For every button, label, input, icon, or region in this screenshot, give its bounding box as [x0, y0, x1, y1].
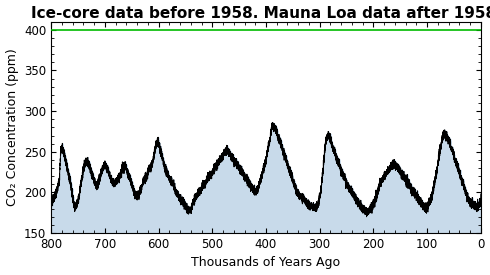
X-axis label: Thousands of Years Ago: Thousands of Years Ago	[192, 257, 341, 269]
Y-axis label: CO₂ Concentration (ppm): CO₂ Concentration (ppm)	[5, 48, 19, 206]
Title: Ice-core data before 1958. Mauna Loa data after 1958.: Ice-core data before 1958. Mauna Loa dat…	[30, 6, 490, 21]
